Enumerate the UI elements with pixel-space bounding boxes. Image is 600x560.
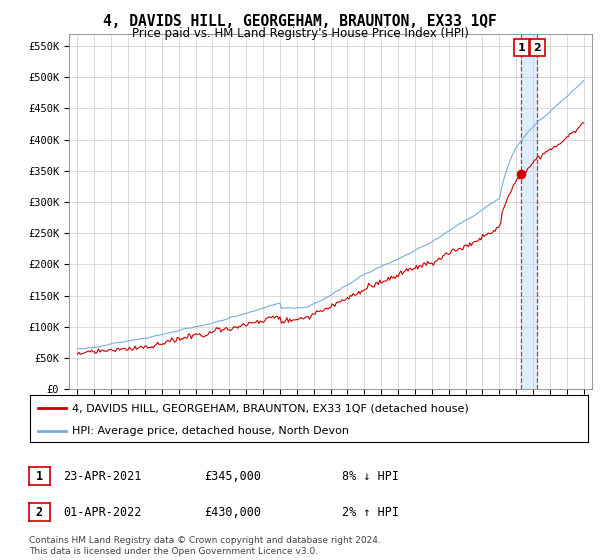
Point [517, 170, 526, 179]
Text: 1: 1 [36, 469, 43, 483]
Text: 1: 1 [518, 43, 526, 53]
Text: Price paid vs. HM Land Registry's House Price Index (HPI): Price paid vs. HM Land Registry's House … [131, 27, 469, 40]
Text: 01-APR-2022: 01-APR-2022 [63, 506, 142, 519]
Text: 2% ↑ HPI: 2% ↑ HPI [342, 506, 399, 519]
Text: 4, DAVIDS HILL, GEORGEHAM, BRAUNTON, EX33 1QF (detached house): 4, DAVIDS HILL, GEORGEHAM, BRAUNTON, EX3… [72, 403, 469, 413]
Text: 2: 2 [533, 43, 541, 53]
Bar [521, 34, 538, 389]
Text: HPI: Average price, detached house, North Devon: HPI: Average price, detached house, Nort… [72, 426, 349, 436]
Text: Contains HM Land Registry data © Crown copyright and database right 2024.
This d: Contains HM Land Registry data © Crown c… [29, 536, 380, 556]
Text: £430,000: £430,000 [204, 506, 261, 519]
Text: 23-APR-2021: 23-APR-2021 [63, 469, 142, 483]
Text: 4, DAVIDS HILL, GEORGEHAM, BRAUNTON, EX33 1QF: 4, DAVIDS HILL, GEORGEHAM, BRAUNTON, EX3… [103, 14, 497, 29]
Text: 2: 2 [36, 506, 43, 519]
Text: £345,000: £345,000 [204, 469, 261, 483]
Text: 8% ↓ HPI: 8% ↓ HPI [342, 469, 399, 483]
